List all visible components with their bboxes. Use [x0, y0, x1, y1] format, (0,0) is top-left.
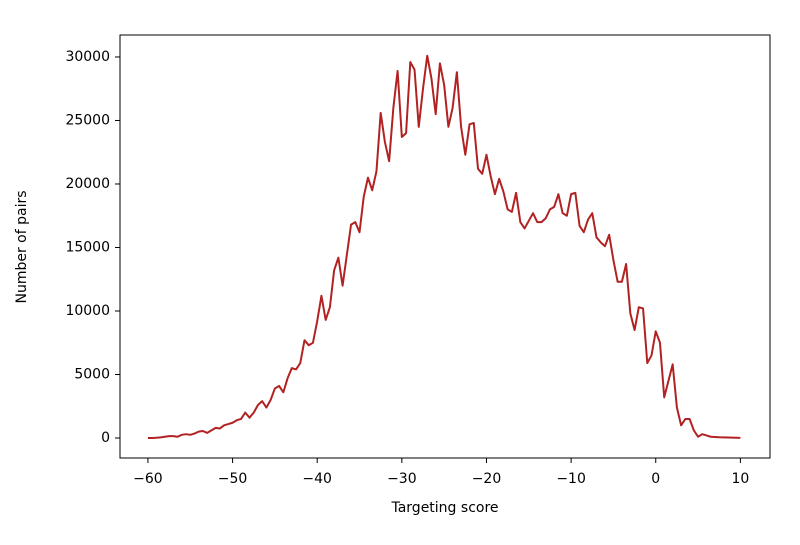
y-tick-label: 10000 [65, 303, 110, 319]
x-tick-label: −20 [472, 471, 502, 487]
y-tick-label: 0 [101, 430, 110, 446]
x-tick-label: −60 [133, 471, 163, 487]
y-tick-label: 15000 [65, 239, 110, 255]
x-tick-label: −40 [302, 471, 332, 487]
x-tick-label: −50 [218, 471, 248, 487]
plot-frame [119, 34, 771, 459]
y-tick-label: 25000 [65, 112, 110, 128]
y-tick-label: 30000 [65, 49, 110, 65]
y-tick-label: 5000 [74, 366, 110, 382]
x-axis-label: Targeting score [390, 500, 498, 516]
x-tick-label: 0 [651, 471, 660, 487]
data-line [147, 54, 741, 439]
y-axis-label: Number of pairs [14, 190, 30, 303]
x-tick-label: −30 [387, 471, 417, 487]
y-tick-label: 20000 [65, 176, 110, 192]
x-tick-label: −10 [556, 471, 586, 487]
x-tick-label: 10 [731, 471, 749, 487]
